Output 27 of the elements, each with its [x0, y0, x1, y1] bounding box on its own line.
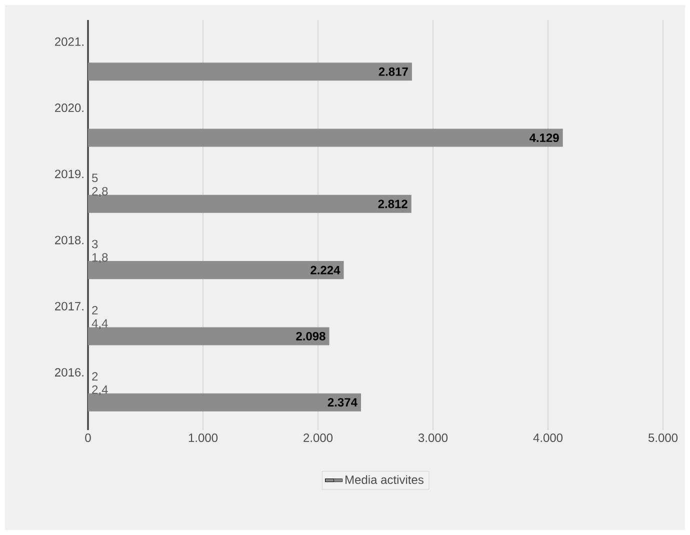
legend-label: Media activites: [346, 475, 424, 484]
data-label: 2.224: [310, 266, 340, 274]
y-tick-label: 2020.: [55, 104, 84, 112]
x-tick-label: 3.000: [418, 434, 448, 442]
y-tick-label: 2017.: [55, 302, 84, 310]
x-tick-label: 5.000: [648, 434, 678, 442]
y-tick-label: 2016.: [55, 368, 84, 377]
y-tick-label: 2021.: [55, 37, 84, 46]
x-tick-label: 0: [85, 434, 91, 442]
y-tick-label: 2019.: [55, 170, 84, 178]
x-tick-label: 1.000: [188, 434, 218, 442]
x-tick-label: 4.000: [533, 434, 563, 442]
data-label: 2.812: [378, 200, 408, 208]
annotation: 2: [92, 306, 98, 314]
annotation: 1,8: [92, 253, 108, 264]
y-tick-label: 2018.: [55, 236, 84, 244]
data-label: 2.374: [328, 398, 358, 407]
annotation: 4,4: [92, 319, 108, 330]
annotation: 2: [92, 372, 98, 381]
annotation: 3: [92, 240, 98, 248]
data-label: 2.098: [296, 332, 326, 340]
data-label: 2.817: [378, 67, 408, 76]
annotation: 2,4: [92, 385, 108, 396]
annotation: 5: [92, 174, 98, 182]
data-label: 4.129: [529, 134, 559, 142]
x-tick-label: 2.000: [304, 434, 333, 442]
annotation: 2,8: [92, 186, 108, 197]
